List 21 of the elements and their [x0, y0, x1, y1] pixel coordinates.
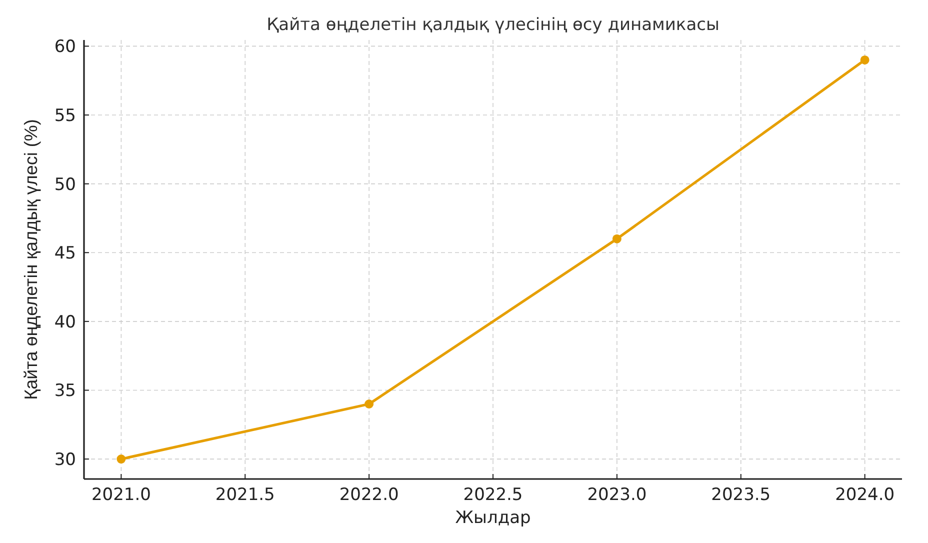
chart-title: Қайта өңделетін қалдық үлесінің өсу динамикасы: [266, 15, 720, 35]
y-axis-title: Қайта өңделетін қалдық үлесі (%): [21, 119, 41, 400]
y-tick-label: 45: [54, 244, 76, 264]
y-tick-label: 60: [54, 37, 76, 58]
y-tick-label: 30: [54, 450, 76, 470]
x-tick-label: 2023.0: [587, 485, 647, 505]
x-tick-label: 2022.0: [339, 485, 399, 505]
point: [612, 234, 622, 244]
x-tick-label: 2023.5: [711, 485, 771, 505]
x-tick-label: 2021.0: [91, 485, 151, 505]
y-tick-label: 55: [54, 106, 76, 126]
x-axis-title: Жылдар: [455, 508, 531, 528]
y-tick-label: 50: [54, 174, 76, 195]
y-tick-label: 40: [54, 312, 76, 332]
point: [364, 400, 374, 408]
y-tick-label: 35: [54, 381, 76, 402]
point: [116, 454, 126, 464]
x-tick-label: 2022.5: [463, 485, 523, 505]
x-tick-label: 2021.5: [215, 485, 275, 505]
x-tick-label: 2024.0: [835, 485, 895, 505]
point: [860, 55, 870, 64]
